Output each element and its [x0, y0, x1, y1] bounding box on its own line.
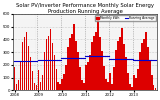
Bar	[155, 88, 156, 90]
Bar	[73, 24, 75, 90]
Bar	[57, 82, 59, 90]
Bar	[95, 32, 97, 90]
Bar	[113, 68, 115, 90]
Bar	[85, 65, 87, 90]
Bar	[65, 65, 67, 90]
Bar	[97, 20, 99, 90]
Bar	[119, 37, 121, 90]
Bar	[32, 71, 33, 90]
Bar	[77, 52, 79, 90]
Bar	[64, 74, 65, 90]
Bar	[129, 84, 131, 90]
Bar	[149, 60, 151, 90]
Bar	[61, 79, 63, 90]
Bar	[50, 29, 51, 90]
Bar	[36, 85, 37, 90]
Bar	[56, 69, 57, 90]
Bar	[69, 38, 71, 90]
Bar	[103, 66, 105, 90]
Bar	[48, 36, 49, 90]
Bar	[71, 34, 73, 90]
Bar	[83, 83, 85, 90]
Title: Solar PV/Inverter Performance Monthly Solar Energy Production Running Average: Solar PV/Inverter Performance Monthly So…	[16, 3, 154, 14]
Bar	[117, 41, 119, 90]
Bar	[52, 43, 53, 90]
Bar	[137, 69, 139, 90]
Bar	[143, 39, 145, 90]
Bar	[151, 75, 152, 90]
Bar	[105, 79, 107, 90]
Bar	[153, 85, 155, 90]
Bar	[115, 50, 117, 90]
Bar	[26, 32, 27, 90]
Bar	[20, 62, 21, 90]
Bar	[16, 84, 17, 90]
Bar	[38, 70, 39, 90]
Bar	[145, 32, 147, 90]
Bar	[147, 47, 148, 90]
Bar	[67, 47, 69, 90]
Legend: Monthly kWh, Running Average: Monthly kWh, Running Average	[95, 15, 156, 21]
Bar	[79, 68, 81, 90]
Bar	[87, 62, 89, 90]
Bar	[127, 73, 129, 90]
Bar	[46, 39, 47, 90]
Bar	[89, 55, 91, 90]
Bar	[107, 82, 109, 90]
Bar	[60, 84, 61, 90]
Bar	[24, 37, 25, 90]
Bar	[109, 73, 111, 90]
Bar	[40, 82, 41, 90]
Bar	[42, 75, 43, 90]
Bar	[44, 52, 45, 90]
Bar	[121, 28, 123, 90]
Bar	[30, 57, 31, 90]
Bar	[133, 75, 135, 90]
Bar	[111, 84, 113, 90]
Bar	[123, 44, 125, 90]
Bar	[131, 87, 133, 90]
Bar	[28, 46, 29, 90]
Bar	[18, 80, 20, 90]
Bar	[53, 55, 55, 90]
Bar	[81, 80, 83, 90]
Bar	[22, 42, 23, 90]
Bar	[125, 57, 127, 90]
Bar	[99, 37, 101, 90]
Bar	[141, 43, 143, 90]
Bar	[34, 83, 35, 90]
Bar	[91, 42, 93, 90]
Bar	[14, 68, 16, 90]
Bar	[93, 36, 95, 90]
Bar	[75, 41, 77, 90]
Bar	[135, 78, 137, 90]
Bar	[139, 52, 141, 90]
Bar	[101, 51, 103, 90]
